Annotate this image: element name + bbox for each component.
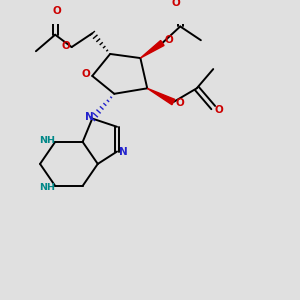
Text: O: O (214, 105, 223, 115)
Text: N: N (85, 112, 94, 122)
Text: O: O (61, 41, 70, 51)
Polygon shape (140, 40, 164, 58)
Polygon shape (147, 88, 175, 105)
Text: NH: NH (39, 183, 55, 192)
Text: N: N (119, 146, 128, 157)
Text: O: O (172, 0, 181, 8)
Text: O: O (52, 6, 61, 16)
Text: NH: NH (39, 136, 55, 145)
Text: O: O (81, 69, 90, 79)
Text: O: O (175, 98, 184, 108)
Text: O: O (164, 35, 173, 45)
